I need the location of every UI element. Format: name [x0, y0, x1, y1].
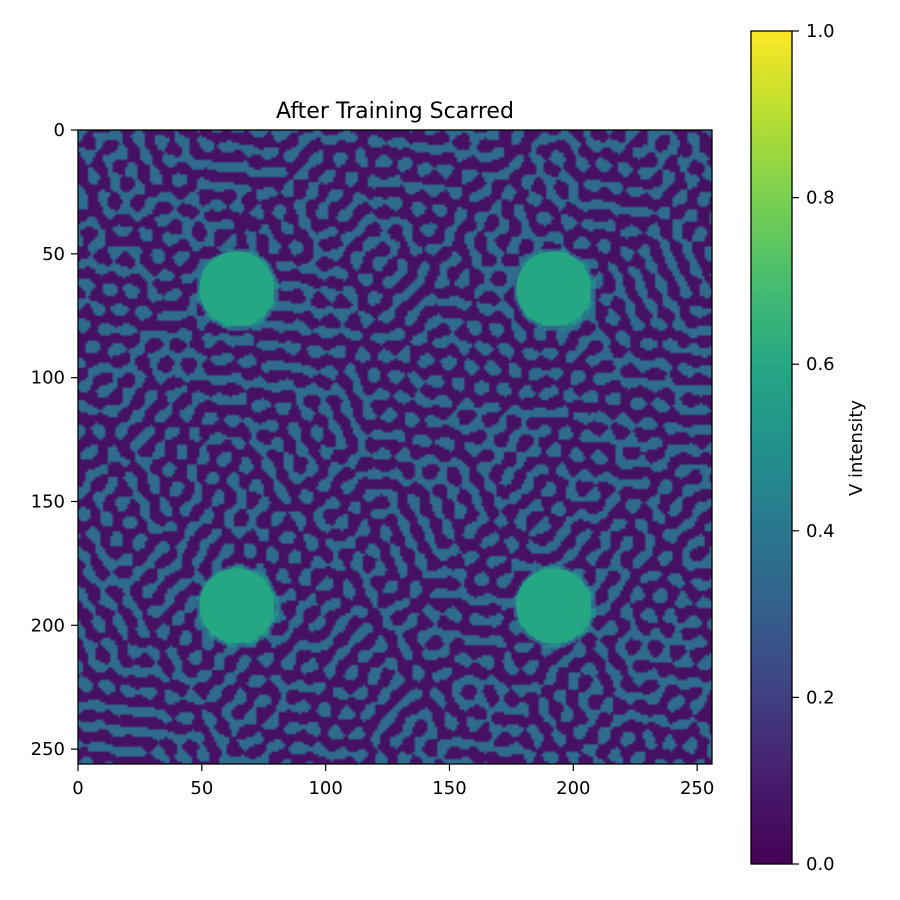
x-tick-label: 250: [680, 778, 714, 799]
x-tick-label: 150: [432, 778, 466, 799]
colorbar-tick-label: 0.4: [806, 521, 835, 542]
colorbar-tick-label: 1.0: [806, 21, 835, 42]
colorbar-tick-label: 0.6: [806, 354, 835, 375]
chart-title: After Training Scarred: [276, 99, 514, 124]
scar-spots: [199, 251, 591, 643]
y-tick-label: 250: [31, 739, 65, 760]
x-tick-label: 100: [308, 778, 342, 799]
y-tick-label: 50: [42, 244, 65, 265]
scar-spot-1: [199, 251, 274, 326]
colorbar-label: V intensity: [846, 400, 867, 496]
scar-spot-2: [516, 251, 591, 326]
y-tick-label: 0: [54, 120, 65, 141]
scar-spot-4: [516, 568, 591, 643]
colorbar-frame: [750, 30, 793, 865]
x-tick-label: 50: [190, 778, 213, 799]
heatmap-plot: [77, 129, 713, 765]
x-tick-label: 200: [556, 778, 590, 799]
colorbar: 0.0 0.2 0.4 0.6 0.8 1.0 V intensity: [750, 21, 867, 875]
y-axis: 0 50 100 150 200 250: [31, 120, 78, 760]
scar-spot-3: [199, 568, 274, 643]
y-tick-label: 150: [31, 491, 65, 512]
heatmap-image: [78, 130, 712, 764]
plot-frame: [77, 129, 713, 765]
x-tick-label: 0: [72, 778, 83, 799]
y-tick-label: 200: [31, 615, 65, 636]
colorbar-gradient: [751, 31, 792, 864]
colorbar-tick-label: 0.8: [806, 188, 835, 209]
colorbar-tick-label: 0.2: [806, 687, 835, 708]
colorbar-ticks: 0.0 0.2 0.4 0.6 0.8 1.0: [792, 21, 835, 875]
colorbar-tick-label: 0.0: [806, 854, 835, 875]
x-axis: 0 50 100 150 200 250: [72, 764, 714, 799]
y-tick-label: 100: [31, 368, 65, 389]
